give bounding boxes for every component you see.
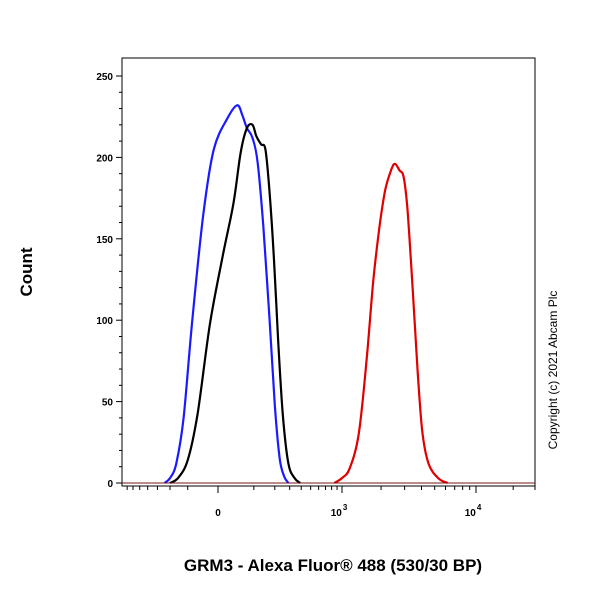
y-axis-label: Count [17, 247, 36, 296]
y-tick-label: 0 [107, 479, 113, 490]
y-tick-label: 50 [102, 398, 114, 409]
plot-frame [121, 57, 536, 487]
series-line-1 [163, 104, 290, 484]
x-tick-label: 104 [465, 503, 482, 519]
copyright-text: Copyright (c) 2021 Abcam Plc [546, 291, 560, 450]
series-line-2 [169, 122, 301, 484]
x-axis-label: GRM3 - Alexa Fluor® 488 (530/30 BP) [184, 556, 482, 575]
y-tick-label: 200 [96, 153, 113, 164]
series-layer [122, 104, 535, 485]
series-line-3 [333, 162, 448, 485]
x-tick-exponent: 4 [477, 503, 482, 512]
y-axis: 0 50 100 150 200 250 [96, 72, 122, 490]
y-tick-label: 250 [96, 72, 113, 83]
x-tick-exponent: 3 [343, 503, 348, 512]
x-tick-label: 103 [331, 503, 348, 519]
y-tick-label: 100 [96, 316, 113, 327]
y-tick-label: 150 [96, 235, 113, 246]
x-axis: 0 103 104 [126, 486, 536, 519]
x-tick-label: 0 [215, 508, 221, 519]
